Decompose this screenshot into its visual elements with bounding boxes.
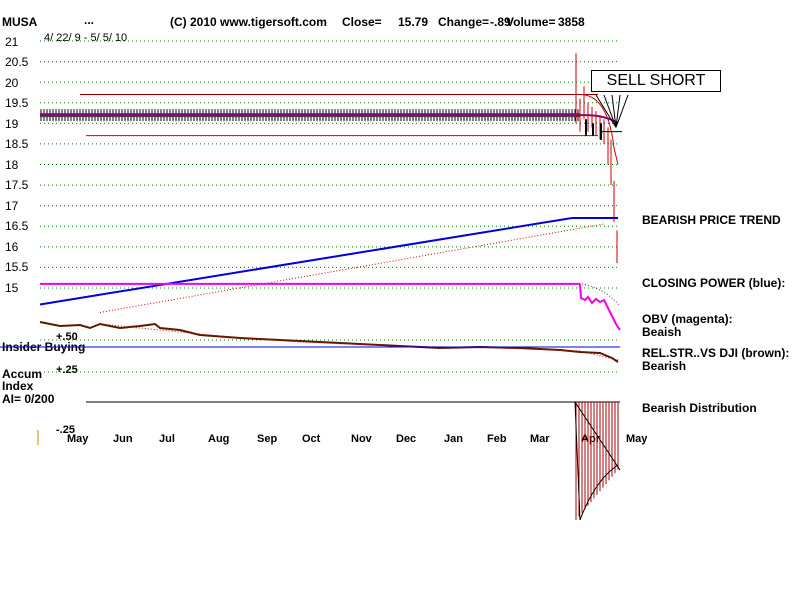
sell-short-pointer [595,94,617,128]
y-tick-label: 18.5 [5,137,29,151]
closing-power-line [39,217,573,306]
price-envelope [579,94,619,165]
x-tick-label: Jun [113,433,133,445]
sell-short-pointer [615,94,629,128]
change-value: -.89 [490,15,511,29]
x-tick-label: Jan [444,433,463,445]
header-dots: ... [84,13,95,27]
x-tick-label: Jul [159,433,175,445]
obv-label: OBV (magenta): [642,312,733,326]
y-tick-label: 15 [5,281,19,295]
ticker: MUSA [2,15,38,29]
y-tick-label: 16.5 [5,219,29,233]
x-tick-label: May [67,433,89,445]
x-tick-label: Feb [487,433,507,445]
index-label: Index [2,379,34,393]
ai-value-label: AI= 0/200 [2,392,55,406]
y-tick-label: 19 [5,117,19,131]
sell-short-callout: SELL SHORT [591,70,721,92]
x-tick-label: May [626,433,648,445]
closing-power-ma [99,223,605,313]
copyright: (C) 2010 www.tigersoft.com [170,15,327,29]
accum-label: Accum [2,367,43,381]
obv-ma [581,283,621,307]
close-label: Close= [342,15,382,29]
obv-line [579,283,621,331]
close-value: 15.79 [398,15,429,29]
x-tick-label: Apr [581,433,600,445]
y-tick-label: 17 [5,199,19,213]
sell-short-pointer [615,94,621,128]
x-tick-label: Sep [257,433,278,445]
relstr-status: Bearish [642,359,687,373]
accum-envelope [574,401,621,471]
x-tick-label: Aug [208,433,230,445]
y-tick-label: 16 [5,240,19,254]
y-tick-label: 20.5 [5,55,29,69]
y-tick-label: 15.5 [5,260,29,274]
sell-short-pointer [611,94,617,128]
closing-power-label: CLOSING POWER (blue): [642,276,786,290]
sell-short-pointer [603,94,617,128]
y-tick-label: 18 [5,158,19,172]
change-label: Change= [438,15,490,29]
x-tick-label: Dec [396,433,417,445]
y-tick-label: 19.5 [5,96,29,110]
plus25-label: +.25 [56,364,78,376]
x-tick-label: Mar [530,433,550,445]
y-tick-label: 17.5 [5,178,29,192]
obv-status: Beaish [642,325,682,339]
volume-label: Volume= [506,15,556,29]
relstr-label: REL.STR..VS DJI (brown): [642,346,790,360]
y-tick-label: 21 [5,35,19,49]
bearish-price-trend: BEARISH PRICE TREND [642,213,781,227]
volume-value: 3858 [558,15,585,29]
bearish-distribution-label: Bearish Distribution [642,401,757,415]
x-tick-label: Nov [351,433,372,445]
y-tick-label: 20 [5,76,19,90]
minus25-label: -.25 [56,424,75,436]
rel-strength-line [39,321,619,363]
accum-envelope [574,401,619,521]
x-tick-label: Oct [302,433,321,445]
